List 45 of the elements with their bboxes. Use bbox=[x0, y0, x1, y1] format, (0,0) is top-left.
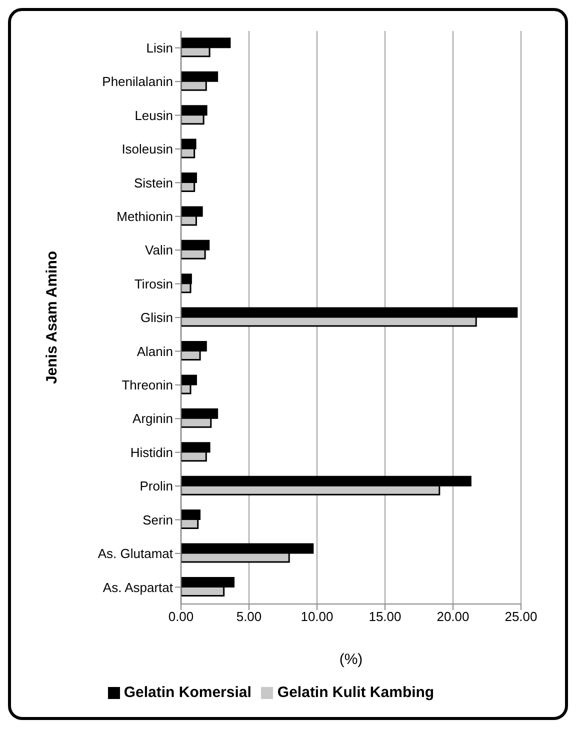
bar bbox=[181, 148, 196, 158]
y-tick-label: Histidin bbox=[130, 444, 173, 460]
bar bbox=[181, 552, 290, 563]
y-tick-label: Glisin bbox=[140, 310, 173, 326]
y-tick-label: Threonin bbox=[122, 378, 173, 393]
y-tick-label: Prolin bbox=[140, 478, 173, 494]
bar bbox=[181, 350, 201, 361]
bar bbox=[181, 38, 231, 48]
bar bbox=[181, 417, 212, 428]
x-tick-label: 20.00 bbox=[436, 609, 470, 624]
bar bbox=[181, 46, 210, 58]
x-tick-label: 5.00 bbox=[236, 609, 262, 624]
legend-label: Gelatin Kulit Kambing bbox=[277, 684, 434, 701]
x-tick-label: 25.00 bbox=[504, 609, 538, 624]
bar bbox=[181, 248, 206, 260]
bar bbox=[181, 484, 440, 496]
y-tick-label: Serin bbox=[142, 512, 173, 528]
y-tick-label: Arginin bbox=[132, 411, 173, 426]
bar bbox=[181, 586, 225, 596]
bar bbox=[181, 114, 204, 125]
bar bbox=[181, 316, 477, 327]
y-tick-label: Sistein bbox=[134, 175, 173, 190]
bar bbox=[181, 451, 207, 462]
bar bbox=[181, 215, 197, 226]
x-tick-label: 0.00 bbox=[168, 609, 194, 624]
x-axis-title: (%) bbox=[339, 651, 363, 668]
x-tick-label: 10.00 bbox=[300, 609, 334, 624]
y-tick-label: Methionin bbox=[116, 208, 173, 224]
y-tick-label: As. Aspartat bbox=[102, 580, 174, 595]
bar bbox=[181, 384, 192, 394]
y-tick-label: As. Glutamat bbox=[98, 546, 174, 562]
bar bbox=[181, 518, 199, 530]
bar bbox=[181, 282, 192, 294]
y-tick-label: Alanin bbox=[136, 344, 173, 359]
y-tick-label: Isoleusin bbox=[122, 142, 173, 157]
x-tick-label: 15.00 bbox=[368, 609, 402, 624]
y-tick-label: Tirosin bbox=[134, 276, 173, 292]
bar bbox=[181, 181, 196, 192]
y-tick-label: Phenilalanin bbox=[102, 74, 173, 90]
legend-label: Gelatin Komersial bbox=[124, 684, 252, 701]
bar bbox=[181, 80, 207, 91]
y-tick-label: Valin bbox=[145, 242, 173, 258]
y-tick-label: Lisin bbox=[146, 40, 173, 56]
y-axis-title: Jenis Asam Amino bbox=[43, 250, 60, 384]
y-tick-label: Leusin bbox=[134, 108, 173, 123]
